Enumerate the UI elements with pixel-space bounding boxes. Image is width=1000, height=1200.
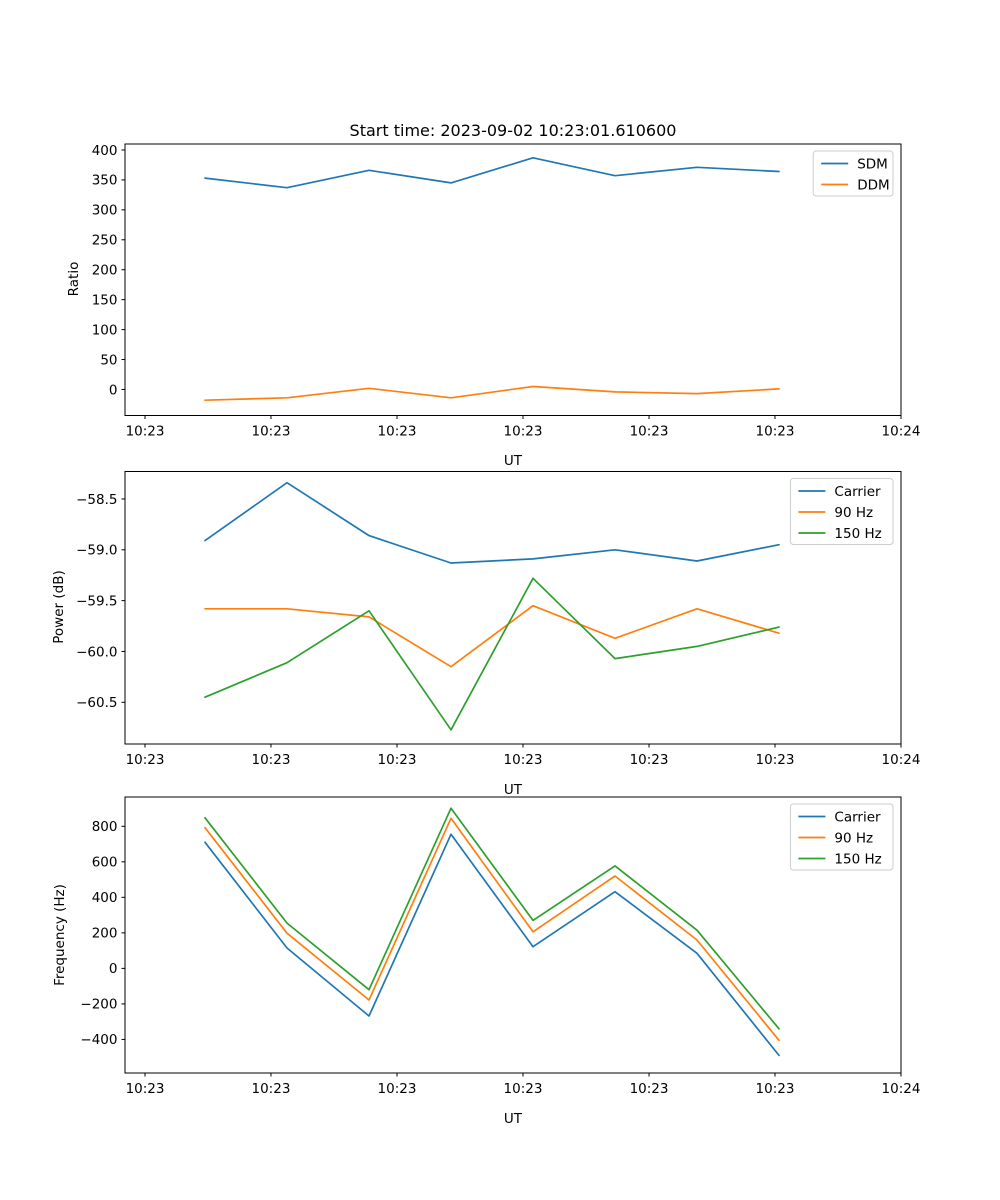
axes-frame <box>124 796 902 1074</box>
legend-box <box>789 803 894 871</box>
y-tick-label: 800 <box>92 819 118 835</box>
y-tick-label: −60.0 <box>76 644 117 660</box>
series-line-ddm <box>204 385 780 402</box>
x-tick-label: 10:23 <box>630 752 669 768</box>
x-tick-label: 10:23 <box>378 424 417 440</box>
legend-label-ddm: DDM <box>857 177 889 193</box>
y-tick-label: −60.5 <box>76 695 117 711</box>
y-tick-label: 200 <box>92 926 118 942</box>
x-tick-label: 10:23 <box>126 424 165 440</box>
x-tick-label: 10:23 <box>504 424 543 440</box>
x-tick-label: 10:23 <box>756 1081 795 1097</box>
axes-frame <box>124 143 902 416</box>
legend-label-sdm: SDM <box>857 156 888 172</box>
series-line-90-hz <box>204 604 780 668</box>
y-tick-label: −58.5 <box>76 492 117 508</box>
y-tick-label: −59.0 <box>76 543 117 559</box>
legend: SDM DDM <box>812 150 894 197</box>
power-chart: −60.5 −60.0 −59.5 −59.0 −58.5 10:23 10:23 10:23… <box>76 471 921 768</box>
ylabel-power: Power (dB) <box>51 570 67 644</box>
legend-label-carrier: Carrier <box>834 484 881 500</box>
x-tick-label: 10:23 <box>504 1081 543 1097</box>
y-tick-label: 400 <box>92 143 118 159</box>
y-tick-label: 200 <box>92 263 118 279</box>
y-tick-label: −200 <box>80 997 117 1013</box>
legend-label-carrier: Carrier <box>834 809 881 825</box>
y-tick-label: 50 <box>100 352 117 368</box>
x-tick-label: 10:24 <box>882 1081 921 1097</box>
x-tick-label: 10:23 <box>504 752 543 768</box>
x-tick-label: 10:23 <box>252 752 291 768</box>
series-line-150-hz <box>204 807 780 1030</box>
ylabel-frequency: Frequency (Hz) <box>52 884 68 986</box>
x-tick-label: 10:23 <box>630 424 669 440</box>
series-line-sdm <box>204 156 780 189</box>
ylabel-ratio: Ratio <box>66 261 82 297</box>
ratio-chart: 0 50 100 150 200 250 300 350 400 10:23 10:23 10:23 1… <box>92 143 921 440</box>
y-tick-label: 300 <box>92 203 118 219</box>
x-tick-label: 10:23 <box>756 424 795 440</box>
y-tick-label: 150 <box>92 292 118 308</box>
legend: Carrier 90 Hz 150 Hz <box>789 478 894 545</box>
y-tick-label: 0 <box>109 961 118 977</box>
legend-label-150-hz: 150 Hz <box>834 851 881 867</box>
axes-frame <box>124 471 902 745</box>
x-tick-label: 10:23 <box>126 752 165 768</box>
figure-title: Start time: 2023-09-02 10:23:01.610600 <box>349 121 677 140</box>
xlabel-ut-ratio: UT <box>503 453 523 469</box>
xlabel-ut-power: UT <box>503 782 523 798</box>
legend-label-90-hz: 90 Hz <box>834 830 873 846</box>
y-tick-label: 0 <box>109 382 118 398</box>
xlabel-ut-frequency: UT <box>503 1111 523 1127</box>
x-tick-label: 10:23 <box>378 752 417 768</box>
y-tick-label: 100 <box>92 322 118 338</box>
x-tick-label: 10:23 <box>378 1081 417 1097</box>
y-tick-label: −400 <box>80 1032 117 1048</box>
y-tick-label: 600 <box>92 855 118 871</box>
series-line-90-hz <box>204 817 780 1042</box>
y-tick-label: 350 <box>92 173 118 189</box>
y-tick-label: 400 <box>92 890 118 906</box>
series-line-150-hz <box>204 577 780 731</box>
x-tick-label: 10:23 <box>630 1081 669 1097</box>
y-tick-label: −59.5 <box>76 593 117 609</box>
series-line-carrier <box>204 481 780 564</box>
legend: Carrier 90 Hz 150 Hz <box>789 803 894 871</box>
series-line-carrier <box>204 833 780 1057</box>
legend-label-150-hz: 150 Hz <box>834 526 881 542</box>
x-tick-label: 10:24 <box>882 752 921 768</box>
x-tick-label: 10:23 <box>756 752 795 768</box>
x-tick-label: 10:23 <box>252 1081 291 1097</box>
x-tick-label: 10:23 <box>126 1081 165 1097</box>
x-tick-label: 10:24 <box>882 424 921 440</box>
legend-label-90-hz: 90 Hz <box>834 505 873 521</box>
y-tick-label: 250 <box>92 233 118 249</box>
legend-box <box>789 478 894 545</box>
frequency-chart: −400 −200 0 200 400 600 800 10:23 10:23 10:23 10:2… <box>80 796 921 1097</box>
x-tick-label: 10:23 <box>252 424 291 440</box>
